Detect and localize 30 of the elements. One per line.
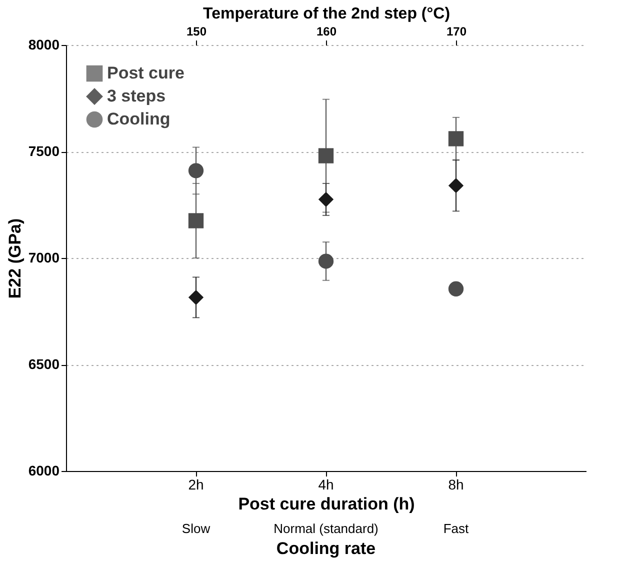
text: Fast xyxy=(443,521,470,536)
x2-tick-label: 150 xyxy=(186,24,207,38)
x2-axis-title: Temperature of the 2nd step (°C) xyxy=(202,6,450,22)
y-tick-label: 6000 xyxy=(28,462,60,478)
point xyxy=(318,148,334,164)
x-tick-label: 8h xyxy=(448,476,464,492)
legend-label: Cooling xyxy=(107,110,170,128)
point xyxy=(448,281,464,296)
point xyxy=(448,131,464,146)
y-tick-label: 7500 xyxy=(28,143,60,159)
point xyxy=(188,213,204,228)
text: Normal (standard) xyxy=(274,521,378,536)
text: Cooling rate xyxy=(276,539,376,558)
x2-tick-label: 160 xyxy=(316,24,337,38)
y-tick-label: 8000 xyxy=(28,36,60,52)
x-tick-label: 4h xyxy=(318,476,334,492)
y-tick-label: 7000 xyxy=(28,250,60,266)
point xyxy=(318,254,334,269)
point xyxy=(318,192,334,208)
point xyxy=(188,290,204,305)
y-axis-title: E22 (GPa) xyxy=(5,218,24,299)
x2-tick-label: 170 xyxy=(446,24,467,38)
point xyxy=(188,163,204,178)
y-tick-label: 6500 xyxy=(28,356,60,372)
legend-label: Post cure xyxy=(107,64,184,82)
point xyxy=(448,178,464,194)
x-tick-label: 2h xyxy=(188,476,204,492)
text: Slow xyxy=(182,521,211,536)
legend-label: 3 steps xyxy=(107,86,166,106)
x-axis-title: Post cure duration (h) xyxy=(238,494,415,514)
